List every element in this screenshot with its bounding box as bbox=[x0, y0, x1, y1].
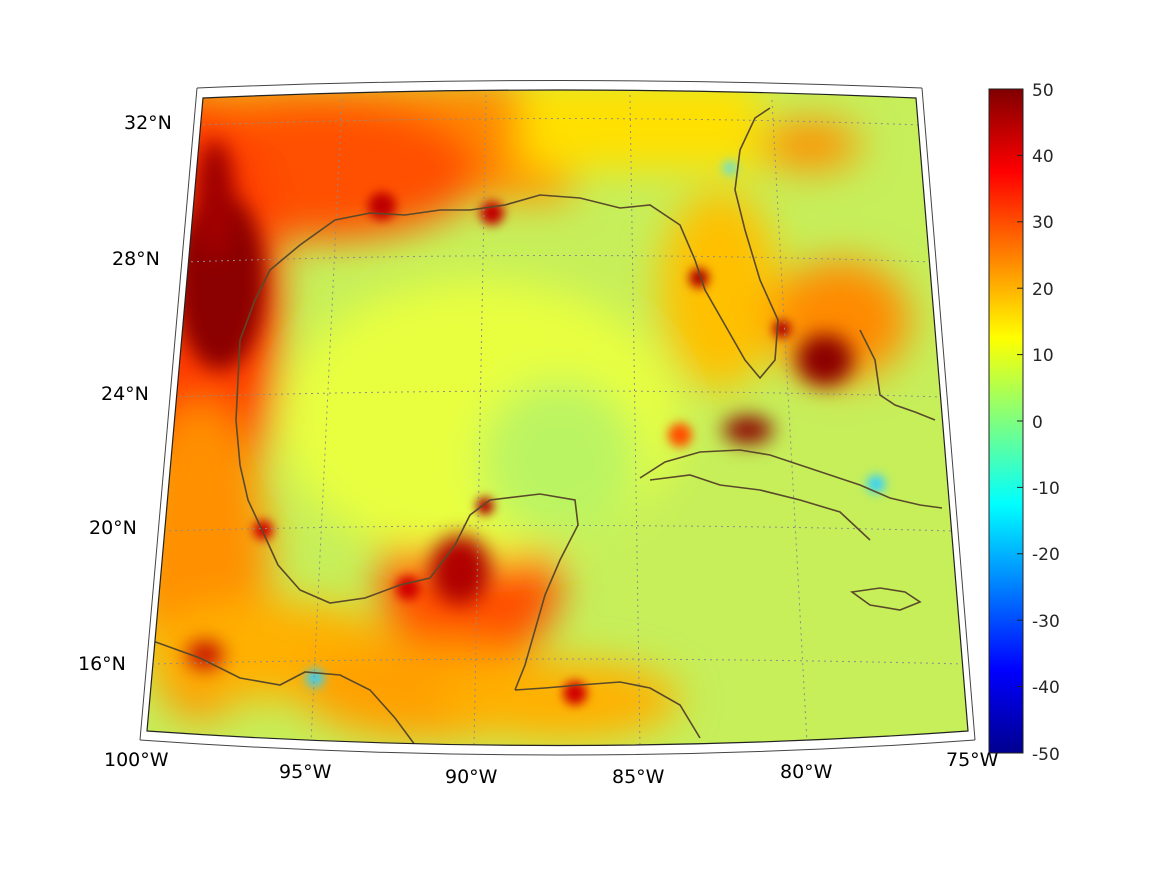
colorbar-label: -10 bbox=[1032, 479, 1060, 499]
colorbar-label: -50 bbox=[1032, 745, 1060, 765]
longitude-labels: 100°W 95°W 90°W 85°W 80°W 75°W bbox=[104, 749, 999, 788]
lat-label: 16°N bbox=[78, 653, 126, 675]
lon-label: 85°W bbox=[612, 766, 665, 788]
graticule bbox=[151, 94, 965, 746]
lon-label: 90°W bbox=[445, 766, 498, 788]
colorbar-ticks bbox=[1017, 154, 1023, 688]
lat-label: 28°N bbox=[112, 248, 160, 270]
colorbar-label: 30 bbox=[1032, 213, 1054, 233]
colorbar-label: -30 bbox=[1032, 612, 1060, 632]
colorbar-label: 0 bbox=[1032, 413, 1043, 433]
lon-label: 100°W bbox=[104, 749, 169, 771]
colorbar-label: 40 bbox=[1032, 147, 1054, 167]
colorbar-label: -40 bbox=[1032, 678, 1060, 698]
colorbar-label: 20 bbox=[1032, 280, 1054, 300]
colorbar-label: -20 bbox=[1032, 545, 1060, 565]
latitude-labels: 32°N 28°N 24°N 20°N 16°N bbox=[78, 112, 172, 675]
coastlines bbox=[149, 107, 943, 746]
lat-label: 32°N bbox=[124, 112, 172, 134]
lon-label: 80°W bbox=[780, 761, 833, 783]
lat-label: 24°N bbox=[101, 383, 149, 405]
lon-label: 75°W bbox=[946, 749, 999, 771]
colorbar-label: 10 bbox=[1032, 346, 1054, 366]
lat-label: 20°N bbox=[89, 517, 137, 539]
lon-label: 95°W bbox=[279, 761, 332, 783]
map-border bbox=[146, 89, 969, 747]
map-field bbox=[147, 90, 968, 746]
colorbar-label: 50 bbox=[1032, 81, 1054, 101]
colorbar: 50 40 30 20 10 0 -10 -20 -30 -40 -50 bbox=[988, 81, 1060, 765]
